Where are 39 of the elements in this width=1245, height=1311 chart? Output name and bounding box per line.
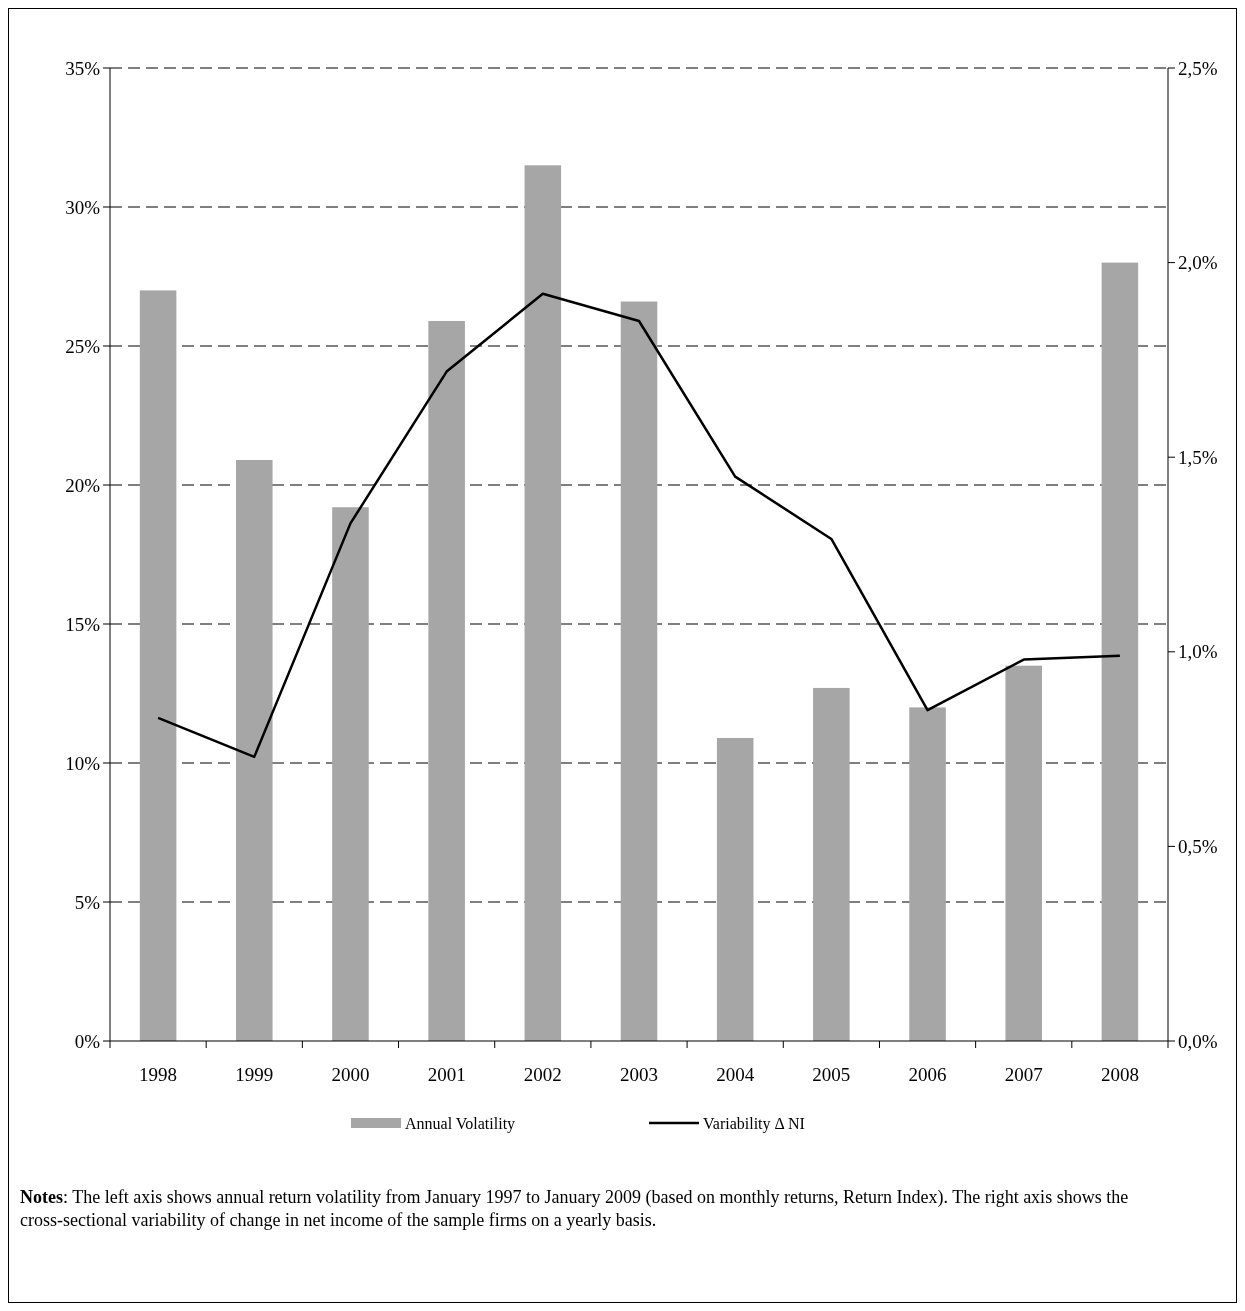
x-tick-label: 1999 [235,1064,274,1085]
text: Notes: The left axis shows annual return volatility from January 1997 to January 2009 (based on monthly returns, Return Index). The right axis shows the cross-sectional variability of change in net income of the sample firms on a yearly basis. [20,1187,1129,1230]
legend-label: Variability Δ NI [703,1114,805,1133]
y-tick-label: 0% [74,1030,101,1052]
bar [1101,262,1139,1041]
bar [813,687,850,1041]
y-tick-label: 5% [74,891,101,913]
x-tick-label: 2008 [1100,1064,1139,1085]
y-tick-label: 20% [65,474,101,496]
y-tick-label: 15% [65,613,101,635]
x-tick-label: 2003 [620,1064,658,1085]
y2-tick-label: 0,0% [1178,1030,1218,1052]
bar [524,165,562,1041]
bar [139,290,177,1041]
x-tick-label: 2006 [908,1064,947,1085]
x-tick-label: 1998 [139,1064,178,1085]
y2-tick-label: 1,5% [1178,446,1218,468]
bar [428,320,465,1041]
y2-tick-label: 0,5% [1178,836,1218,858]
y2-tick-label: 2,0% [1178,252,1218,274]
x-tick-label: 2007 [1004,1064,1043,1085]
legend-label: Annual Volatility [405,1114,516,1133]
y-tick-label: 10% [65,752,101,774]
y-tick-label: 30% [65,196,101,218]
y2-tick-label: 2,5% [1178,57,1218,79]
bar [1005,665,1042,1041]
bar [236,459,273,1041]
y-tick-label: 25% [65,335,101,357]
x-tick-label: 2002 [523,1064,562,1085]
bar [909,707,946,1041]
x-tick-label: 2000 [331,1064,370,1085]
bar [620,301,658,1041]
y-tick-label: 35% [65,57,101,79]
x-tick-label: 2001 [427,1064,466,1085]
y2-tick-label: 1,0% [1178,641,1218,663]
bar [332,507,369,1041]
bar [716,737,754,1041]
x-tick-label: 2004 [716,1064,755,1085]
x-tick-label: 2005 [812,1064,851,1085]
